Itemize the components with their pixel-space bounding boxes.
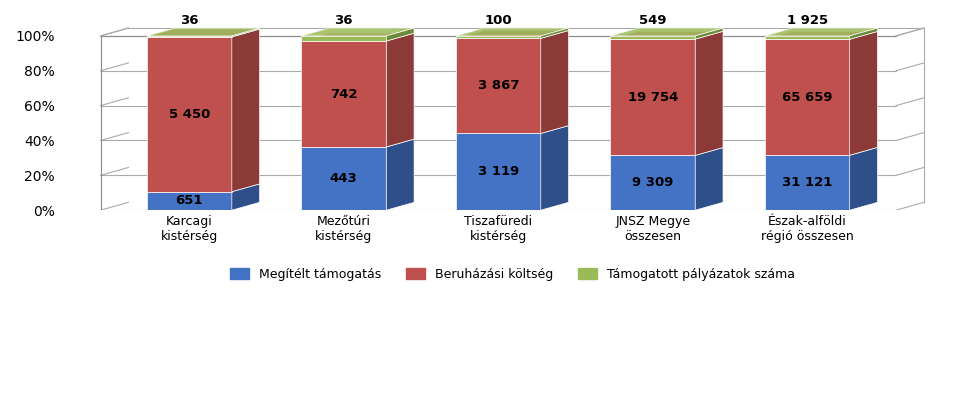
Text: 1 925: 1 925 <box>787 14 828 27</box>
Polygon shape <box>456 31 568 38</box>
FancyBboxPatch shape <box>147 37 232 192</box>
Polygon shape <box>147 28 260 36</box>
Text: 3 867: 3 867 <box>477 80 519 93</box>
Polygon shape <box>764 28 877 36</box>
Polygon shape <box>764 147 877 155</box>
Polygon shape <box>611 148 723 155</box>
Polygon shape <box>301 28 415 36</box>
Polygon shape <box>456 126 568 133</box>
FancyBboxPatch shape <box>147 192 232 210</box>
Polygon shape <box>301 33 415 41</box>
Text: 36: 36 <box>334 14 353 27</box>
FancyBboxPatch shape <box>764 36 850 39</box>
Polygon shape <box>232 28 260 37</box>
Polygon shape <box>147 184 260 192</box>
FancyBboxPatch shape <box>764 155 850 210</box>
Polygon shape <box>386 139 415 210</box>
Polygon shape <box>301 139 415 147</box>
Polygon shape <box>541 28 568 38</box>
Polygon shape <box>541 31 568 133</box>
Text: 742: 742 <box>330 87 358 100</box>
FancyBboxPatch shape <box>147 36 232 37</box>
Polygon shape <box>541 126 568 210</box>
Text: 100: 100 <box>484 14 513 27</box>
Text: 31 121: 31 121 <box>782 176 832 189</box>
FancyBboxPatch shape <box>611 155 695 210</box>
Polygon shape <box>386 33 415 147</box>
Polygon shape <box>850 147 877 210</box>
Text: 549: 549 <box>639 14 666 27</box>
Polygon shape <box>611 31 723 39</box>
Polygon shape <box>695 28 723 39</box>
Text: 651: 651 <box>175 195 203 207</box>
Text: 65 659: 65 659 <box>782 91 832 104</box>
Text: 3 119: 3 119 <box>477 165 518 178</box>
Polygon shape <box>850 31 877 155</box>
FancyBboxPatch shape <box>456 133 541 210</box>
Polygon shape <box>695 31 723 155</box>
FancyBboxPatch shape <box>301 147 386 210</box>
FancyBboxPatch shape <box>456 38 541 133</box>
Text: 36: 36 <box>180 14 199 27</box>
Polygon shape <box>386 28 415 41</box>
Polygon shape <box>232 29 260 192</box>
Text: 19 754: 19 754 <box>627 91 678 104</box>
Polygon shape <box>850 28 877 39</box>
Polygon shape <box>147 29 260 37</box>
FancyBboxPatch shape <box>456 36 541 38</box>
FancyBboxPatch shape <box>764 39 850 155</box>
Text: 9 309: 9 309 <box>632 176 673 189</box>
Legend: Megítélt támogatás, Beruházási költség, Támogatott pályázatok száma: Megítélt támogatás, Beruházási költség, … <box>224 263 800 286</box>
Polygon shape <box>456 28 568 36</box>
Polygon shape <box>695 148 723 210</box>
Text: 443: 443 <box>330 172 358 185</box>
Polygon shape <box>764 31 877 39</box>
Polygon shape <box>232 184 260 210</box>
Polygon shape <box>611 28 723 36</box>
FancyBboxPatch shape <box>611 36 695 39</box>
FancyBboxPatch shape <box>301 41 386 147</box>
FancyBboxPatch shape <box>611 39 695 155</box>
Text: 5 450: 5 450 <box>169 108 210 121</box>
FancyBboxPatch shape <box>301 36 386 41</box>
